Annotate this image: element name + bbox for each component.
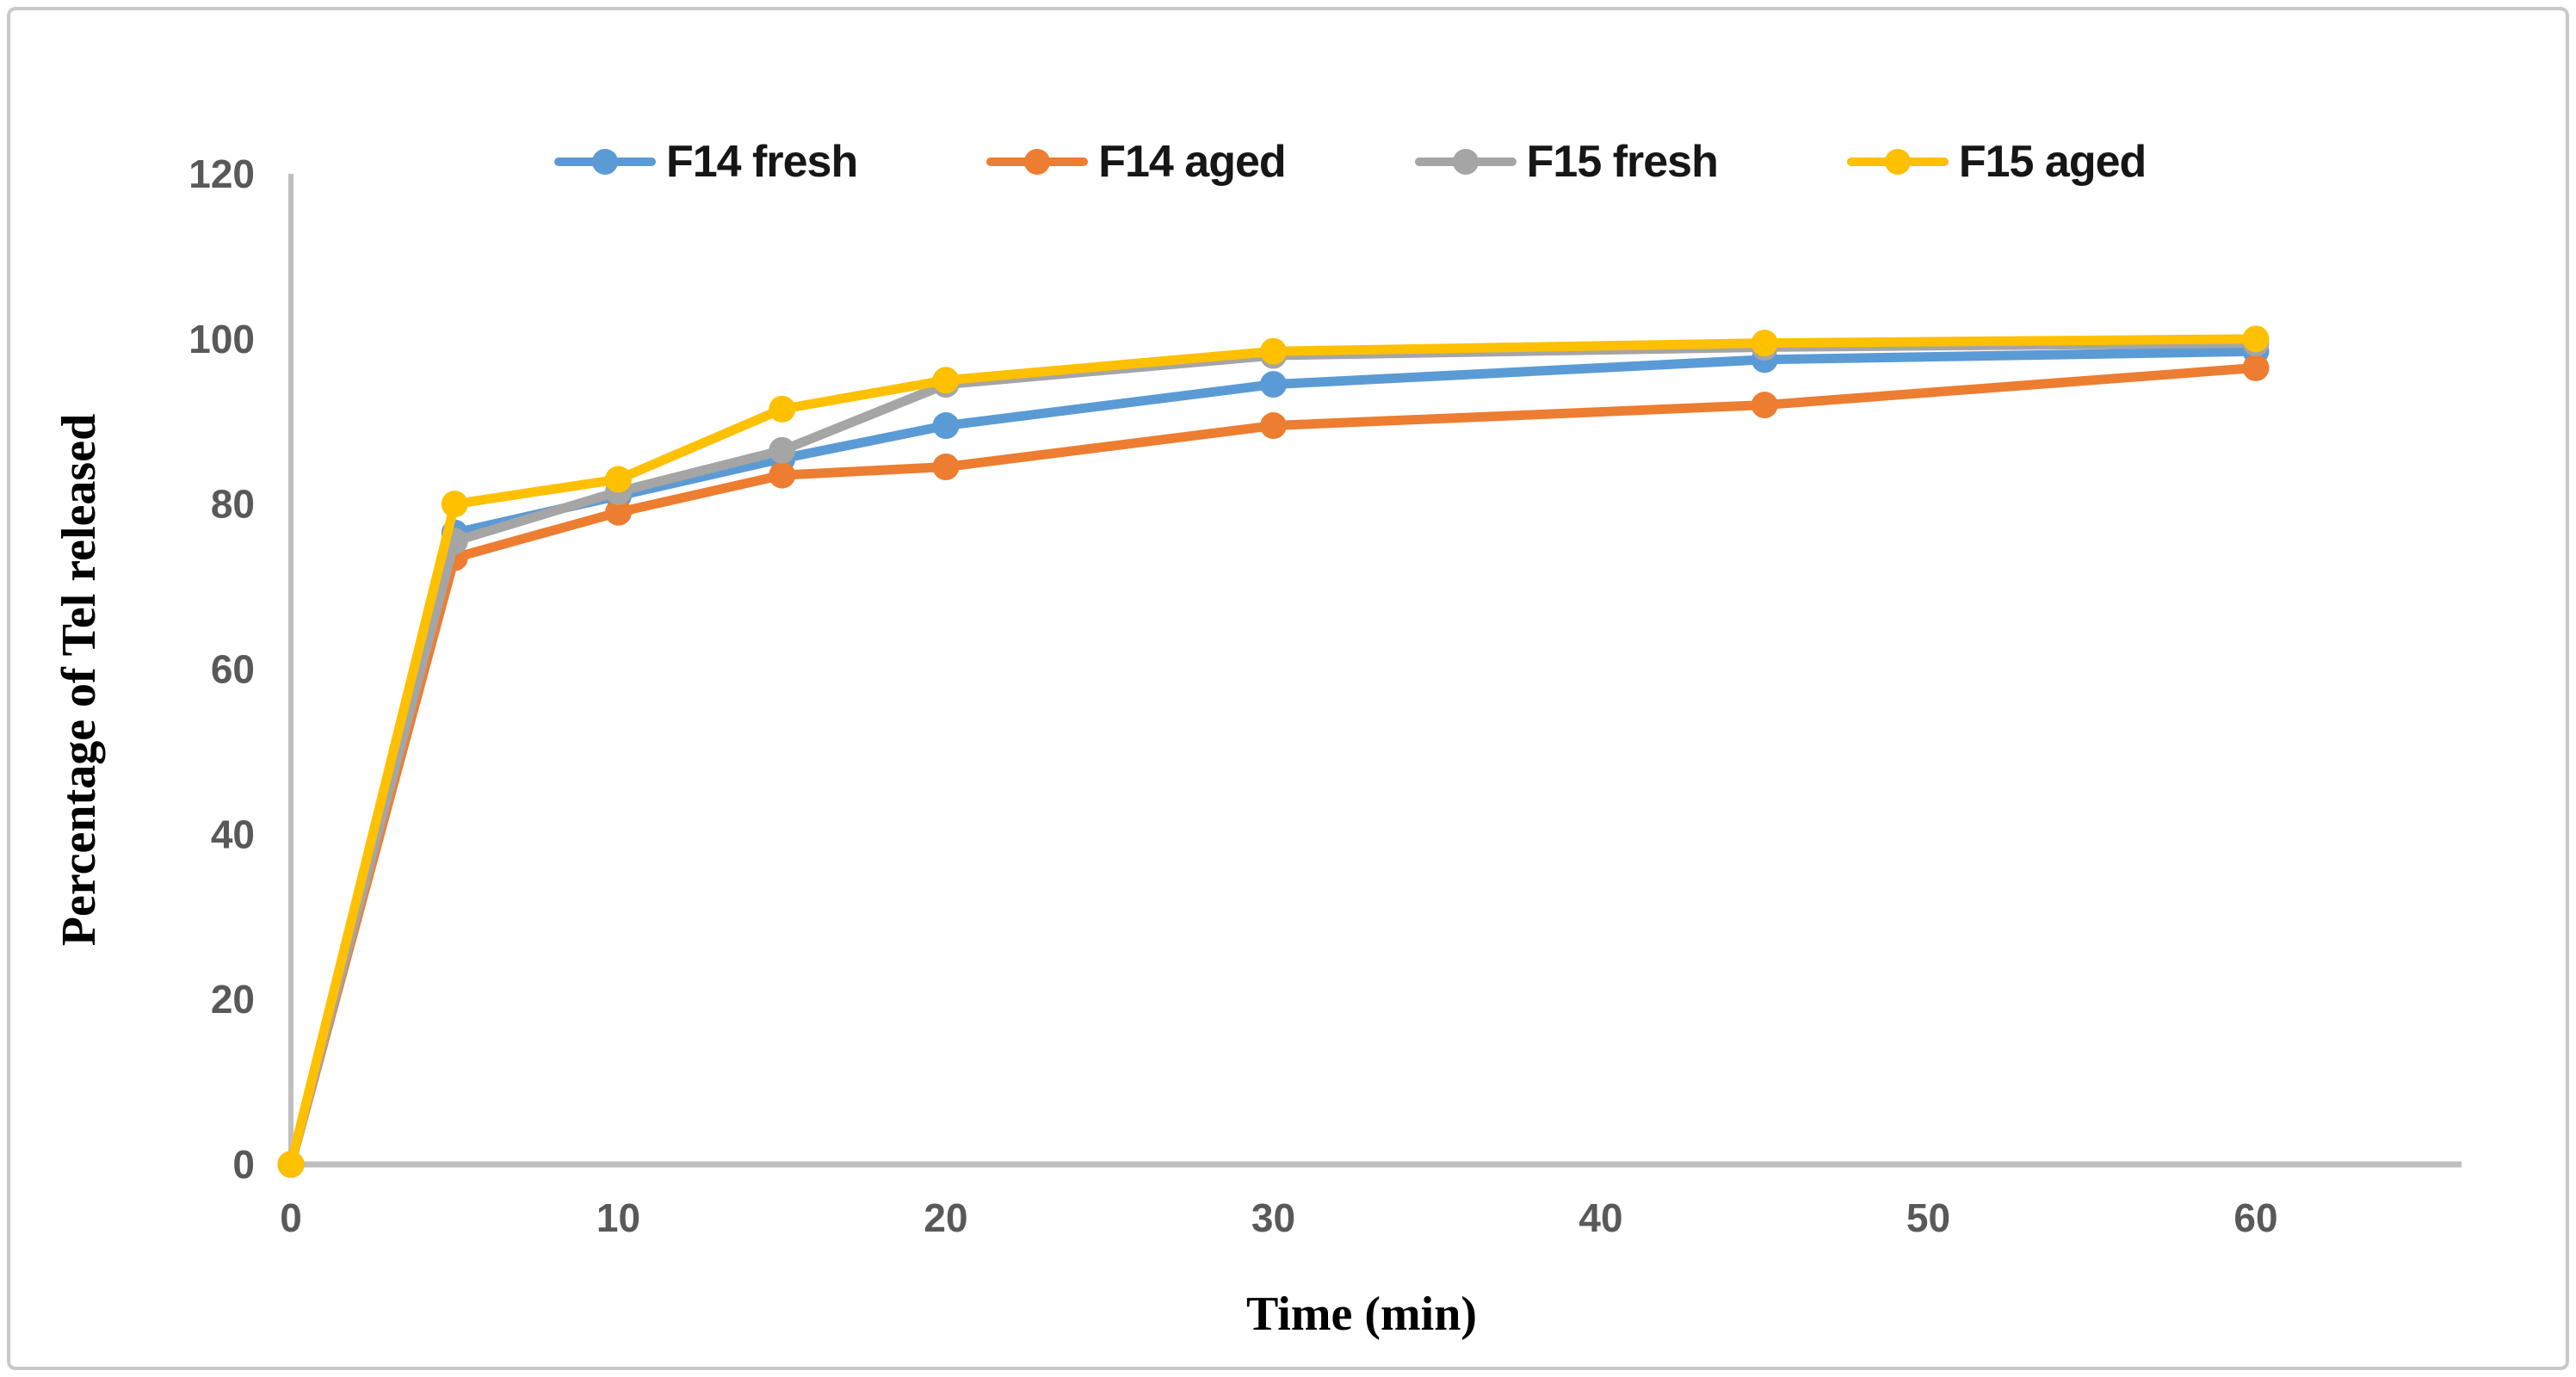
legend-marker-icon (554, 146, 656, 177)
series-line-f14-aged (286, 362, 2261, 1170)
legend-label: F15 fresh (1526, 137, 1719, 187)
data-point-f15-aged (932, 367, 960, 394)
data-point-f14-fresh (1260, 371, 1287, 398)
x-tick-label: 40 (1578, 1195, 1622, 1240)
data-point-f15-fresh (769, 436, 796, 464)
data-point-f15-aged (605, 466, 632, 493)
data-point-f15-aged (1751, 330, 1778, 357)
data-point-f15-aged (277, 1151, 305, 1178)
data-point-f14-aged (769, 461, 796, 489)
data-point-f14-aged (2242, 354, 2270, 381)
x-tick-label: 60 (2233, 1195, 2277, 1240)
data-point-f14-aged (605, 498, 632, 526)
legend-marker-icon (1414, 146, 1517, 177)
legend-item-f14-aged: F14 aged (986, 136, 1287, 188)
legend-marker-icon (1846, 146, 1949, 177)
x-tick-label: 30 (1251, 1195, 1295, 1240)
legend-item-f14-fresh: F14 fresh (554, 136, 858, 188)
data-point-f14-fresh (932, 412, 960, 440)
legend-marker-icon (986, 146, 1089, 177)
y-tick-label: 80 (211, 482, 255, 527)
data-point-f15-aged (1260, 337, 1287, 365)
data-point-f14-aged (1260, 412, 1287, 440)
x-tick-label: 10 (596, 1195, 640, 1240)
y-tick-label: 60 (211, 647, 255, 692)
series-line-f15-aged (286, 334, 2261, 1170)
legend-label: F15 aged (1958, 137, 2147, 187)
x-tick-label: 20 (924, 1195, 967, 1240)
y-tick-label: 40 (211, 812, 255, 856)
x-tick-label: 50 (1906, 1195, 1950, 1240)
data-point-f14-aged (932, 454, 960, 481)
legend-item-f15-aged: F15 aged (1846, 136, 2147, 188)
y-tick-label: 0 (232, 1142, 255, 1187)
data-point-f14-aged (1751, 392, 1778, 419)
y-tick-label: 120 (188, 151, 255, 196)
legend-label: F14 aged (1098, 137, 1286, 187)
legend-label: F14 fresh (666, 137, 858, 187)
series-line-f15-fresh (286, 338, 2261, 1170)
y-tick-label: 100 (188, 317, 255, 361)
chart-legend: F14 fresh F14 aged F15 fresh F15 aged (554, 136, 2147, 188)
y-axis-title: Percentage of Tel released (53, 413, 106, 947)
data-point-f15-aged (769, 395, 796, 423)
series-line-f14-fresh (286, 346, 2261, 1170)
x-axis-title: Time (min) (1245, 1287, 1478, 1341)
data-point-f15-aged (2242, 325, 2270, 353)
x-tick-label: 0 (280, 1195, 302, 1240)
legend-item-f15-fresh: F15 fresh (1414, 136, 1719, 188)
figure-frame: F14 fresh F14 aged F15 fresh F15 aged Perce… (7, 7, 2569, 1370)
y-tick-label: 20 (211, 977, 255, 1022)
data-point-f15-aged (441, 491, 468, 518)
